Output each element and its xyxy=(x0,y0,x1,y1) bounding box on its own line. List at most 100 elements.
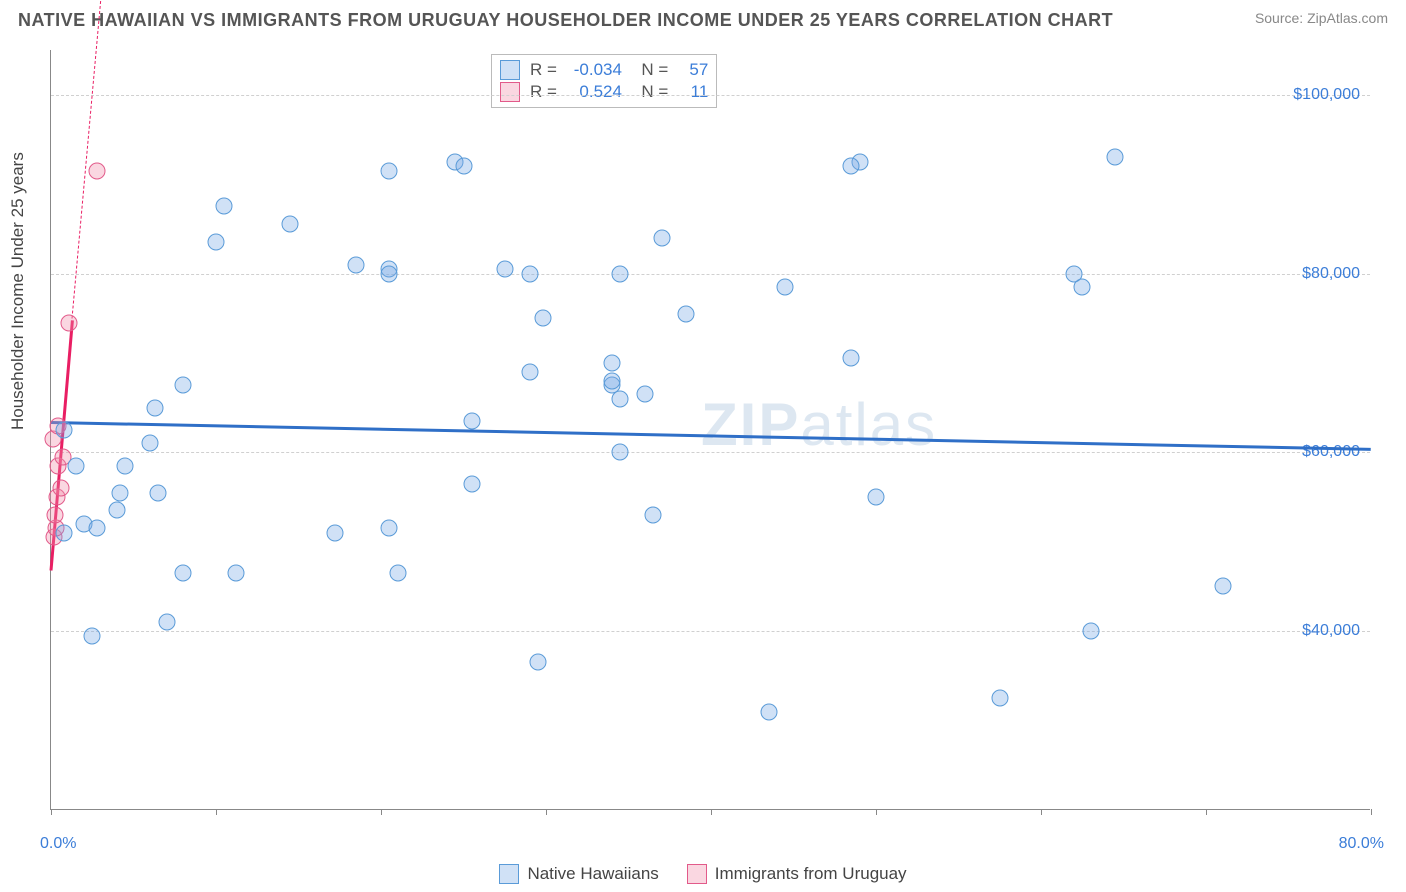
x-tick-mark xyxy=(1041,809,1042,815)
data-point-hawaiian xyxy=(67,457,84,474)
x-tick-mark xyxy=(1371,809,1372,815)
data-point-hawaiian xyxy=(612,265,629,282)
r-value-hawaiian: -0.034 xyxy=(567,60,622,80)
bottom-legend: Native Hawaiians Immigrants from Uruguay xyxy=(0,864,1406,884)
x-tick-mark xyxy=(381,809,382,815)
r-value-uruguay: 0.524 xyxy=(567,82,622,102)
trend-line xyxy=(72,0,109,319)
gridline xyxy=(51,631,1370,632)
swatch-hawaiian xyxy=(500,60,520,80)
n-value-hawaiian: 57 xyxy=(678,60,708,80)
data-point-hawaiian xyxy=(381,520,398,537)
legend-item-uruguay: Immigrants from Uruguay xyxy=(687,864,907,884)
data-point-hawaiian xyxy=(843,350,860,367)
chart-title: NATIVE HAWAIIAN VS IMMIGRANTS FROM URUGU… xyxy=(18,10,1113,31)
y-tick-label: $100,000 xyxy=(1293,86,1360,104)
y-tick-label: $80,000 xyxy=(1302,265,1360,283)
data-point-hawaiian xyxy=(142,435,159,452)
data-point-hawaiian xyxy=(282,216,299,233)
watermark-bold: ZIP xyxy=(701,391,800,458)
data-point-hawaiian xyxy=(175,565,192,582)
data-point-hawaiian xyxy=(612,444,629,461)
swatch-uruguay xyxy=(687,864,707,884)
watermark-rest: atlas xyxy=(800,391,937,458)
data-point-hawaiian xyxy=(1107,149,1124,166)
data-point-hawaiian xyxy=(348,256,365,273)
data-point-hawaiian xyxy=(1082,623,1099,640)
data-point-hawaiian xyxy=(637,386,654,403)
data-point-hawaiian xyxy=(389,565,406,582)
data-point-hawaiian xyxy=(604,354,621,371)
x-tick-mark xyxy=(546,809,547,815)
data-point-hawaiian xyxy=(381,265,398,282)
data-point-hawaiian xyxy=(521,265,538,282)
gridline xyxy=(51,452,1370,453)
x-axis-max-label: 80.0% xyxy=(1339,835,1384,853)
x-tick-mark xyxy=(51,809,52,815)
data-point-hawaiian xyxy=(158,614,175,631)
n-value-uruguay: 11 xyxy=(678,82,708,102)
x-axis-min-label: 0.0% xyxy=(40,835,76,853)
data-point-hawaiian xyxy=(463,475,480,492)
data-point-hawaiian xyxy=(112,484,129,501)
data-point-hawaiian xyxy=(1214,578,1231,595)
data-point-hawaiian xyxy=(777,278,794,295)
data-point-hawaiian xyxy=(117,457,134,474)
stats-row-uruguay: R = 0.524 N = 11 xyxy=(500,81,708,103)
data-point-hawaiian xyxy=(227,565,244,582)
legend-item-hawaiian: Native Hawaiians xyxy=(499,864,658,884)
data-point-hawaiian xyxy=(1066,265,1083,282)
r-label: R = xyxy=(530,60,557,80)
data-point-uruguay xyxy=(47,506,64,523)
data-point-hawaiian xyxy=(521,363,538,380)
data-point-hawaiian xyxy=(678,305,695,322)
data-point-hawaiian xyxy=(109,502,126,519)
y-axis-label: Householder Income Under 25 years xyxy=(8,152,28,430)
data-point-hawaiian xyxy=(496,261,513,278)
n-label: N = xyxy=(632,60,668,80)
data-point-hawaiian xyxy=(843,158,860,175)
gridline xyxy=(51,95,1370,96)
gridline xyxy=(51,274,1370,275)
data-point-hawaiian xyxy=(534,310,551,327)
data-point-hawaiian xyxy=(455,158,472,175)
trend-line xyxy=(51,421,1371,451)
data-point-hawaiian xyxy=(653,229,670,246)
data-point-hawaiian xyxy=(150,484,167,501)
data-point-hawaiian xyxy=(56,524,73,541)
data-point-hawaiian xyxy=(326,524,343,541)
source-label: Source: ZipAtlas.com xyxy=(1255,10,1388,26)
data-point-hawaiian xyxy=(216,198,233,215)
x-tick-mark xyxy=(711,809,712,815)
data-point-uruguay xyxy=(89,162,106,179)
data-point-hawaiian xyxy=(991,690,1008,707)
data-point-hawaiian xyxy=(208,234,225,251)
data-point-hawaiian xyxy=(89,520,106,537)
x-tick-mark xyxy=(876,809,877,815)
data-point-hawaiian xyxy=(612,390,629,407)
x-tick-mark xyxy=(1206,809,1207,815)
data-point-uruguay xyxy=(52,480,69,497)
legend-label-uruguay: Immigrants from Uruguay xyxy=(715,864,907,884)
swatch-uruguay xyxy=(500,82,520,102)
data-point-hawaiian xyxy=(645,506,662,523)
data-point-hawaiian xyxy=(463,413,480,430)
x-tick-mark xyxy=(216,809,217,815)
data-point-hawaiian xyxy=(868,489,885,506)
n-label: N = xyxy=(632,82,668,102)
scatter-plot: ZIPatlas R = -0.034 N = 57 R = 0.524 N =… xyxy=(50,50,1370,810)
stats-legend: R = -0.034 N = 57 R = 0.524 N = 11 xyxy=(491,54,717,108)
data-point-hawaiian xyxy=(175,377,192,394)
r-label: R = xyxy=(530,82,557,102)
data-point-hawaiian xyxy=(529,654,546,671)
stats-row-hawaiian: R = -0.034 N = 57 xyxy=(500,59,708,81)
data-point-hawaiian xyxy=(381,162,398,179)
watermark: ZIPatlas xyxy=(701,390,937,459)
data-point-hawaiian xyxy=(760,703,777,720)
data-point-hawaiian xyxy=(84,627,101,644)
y-tick-label: $40,000 xyxy=(1302,622,1360,640)
legend-label-hawaiian: Native Hawaiians xyxy=(527,864,658,884)
swatch-hawaiian xyxy=(499,864,519,884)
data-point-hawaiian xyxy=(56,422,73,439)
data-point-hawaiian xyxy=(604,372,621,389)
